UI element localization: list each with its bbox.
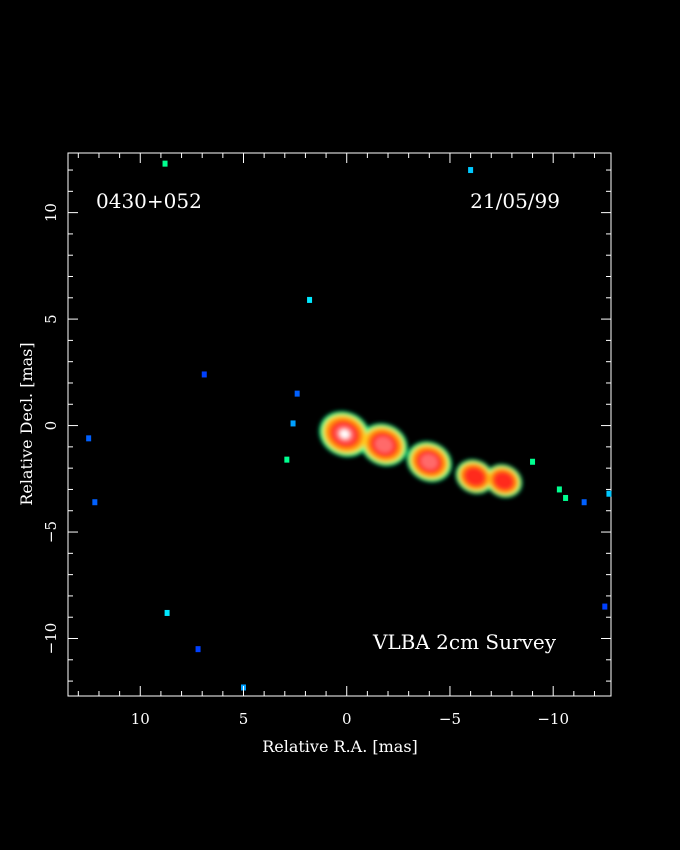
x-tick-label: −5 xyxy=(439,710,461,728)
noise-spot xyxy=(290,420,296,427)
noise-spot xyxy=(201,371,207,378)
noise-spot xyxy=(92,499,98,506)
noise-spots xyxy=(86,160,612,691)
x-axis-label: Relative R.A. [mas] xyxy=(262,737,418,756)
survey-label: VLBA 2cm Survey xyxy=(372,630,557,654)
axis-tick-labels: 10 5 0 −5 −10 10 5 0 −5 −10 xyxy=(42,203,569,728)
axis-ticks xyxy=(68,153,611,696)
noise-spot xyxy=(556,486,562,493)
jet-knot xyxy=(374,436,393,453)
x-tick-label: 5 xyxy=(239,710,249,728)
noise-spot xyxy=(284,456,290,463)
noise-spot xyxy=(162,160,168,167)
noise-spot xyxy=(294,390,300,397)
noise-spot xyxy=(307,296,313,303)
y-tick-label: 10 xyxy=(42,203,60,222)
y-tick-label: −5 xyxy=(42,521,60,543)
noise-spot xyxy=(195,646,201,653)
noise-spot xyxy=(602,603,608,610)
jet-knot xyxy=(420,454,438,470)
y-tick-label: −10 xyxy=(42,623,60,655)
source-name-label: 0430+052 xyxy=(96,189,202,213)
y-axis-label: Relative Decl. [mas] xyxy=(17,342,36,505)
jet-emission xyxy=(319,411,523,498)
noise-spot xyxy=(563,494,569,501)
observation-date-label: 21/05/99 xyxy=(470,189,560,213)
jet-knot xyxy=(339,429,350,439)
noise-spot xyxy=(468,167,474,174)
jet-knot xyxy=(464,467,486,487)
x-tick-label: 10 xyxy=(131,710,150,728)
noise-spot xyxy=(530,458,536,465)
y-tick-label: 5 xyxy=(42,314,60,324)
y-tick-label: 0 xyxy=(42,421,60,431)
noise-spot xyxy=(164,609,170,616)
x-tick-label: 0 xyxy=(342,710,352,728)
jet-knot xyxy=(493,471,514,491)
x-tick-label: −10 xyxy=(537,710,569,728)
noise-spot xyxy=(606,490,612,497)
noise-spot xyxy=(581,499,587,506)
noise-spot xyxy=(86,435,92,442)
